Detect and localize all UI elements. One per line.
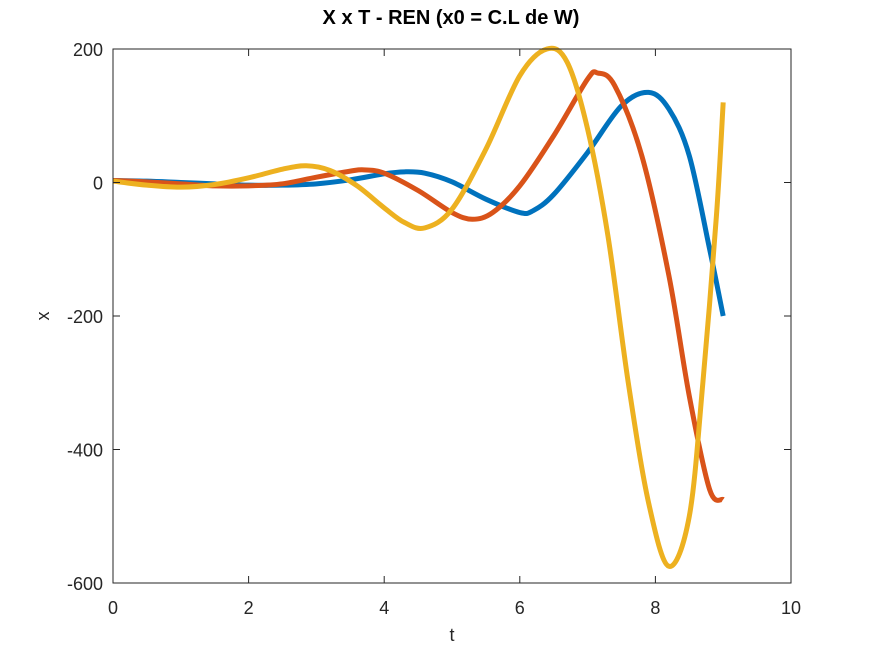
- y-tick-label: 200: [73, 40, 103, 60]
- x-tick-label: 8: [650, 598, 660, 618]
- y-tick-label: -400: [67, 441, 103, 461]
- y-tick-label: 0: [93, 174, 103, 194]
- x-tick-label: 10: [781, 598, 801, 618]
- x-tick-label: 4: [379, 598, 389, 618]
- y-axis-ticks: -600 -400 -200 0 200: [67, 40, 791, 594]
- y-axis-label: x: [33, 312, 53, 321]
- x-axis-label: t: [449, 625, 454, 645]
- x-axis-ticks: 0 2 4 6 8 10: [108, 49, 801, 618]
- series-line-2: [112, 69, 725, 503]
- series-line-3: [112, 45, 726, 569]
- y-tick-label: -200: [67, 307, 103, 327]
- x-tick-label: 6: [515, 598, 525, 618]
- series-layer: [112, 45, 726, 569]
- chart-title: X x T - REN (x0 = C.L de W): [323, 7, 580, 29]
- y-tick-label: -600: [67, 574, 103, 594]
- plot-area: [112, 45, 792, 584]
- x-tick-label: 0: [108, 598, 118, 618]
- x-tick-label: 2: [244, 598, 254, 618]
